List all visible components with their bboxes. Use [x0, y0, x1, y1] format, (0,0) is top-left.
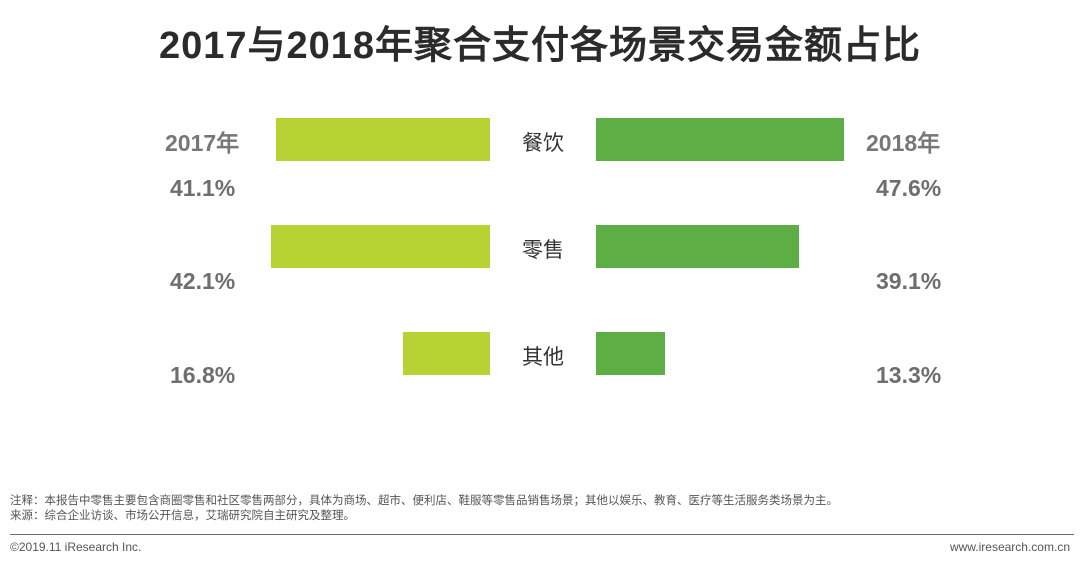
- series-label-2017: 2017年: [165, 130, 240, 156]
- bar-2017-0: [276, 118, 490, 161]
- category-label-2: 其他: [522, 346, 564, 369]
- category-label-0: 餐饮: [522, 132, 564, 155]
- value-label-2018-1: 39.1%: [876, 268, 942, 294]
- footnote: 注释：本报告中零售主要包含商圈零售和社区零售两部分，具体为商场、超市、便利店、鞋…: [10, 494, 838, 524]
- chart-title: 2017与2018年聚合支付各场景交易金额占比: [158, 25, 922, 67]
- bar-2017-1: [271, 225, 490, 268]
- category-label-1: 零售: [522, 239, 564, 262]
- footnote-source: 来源：综合企业访谈、市场公开信息，艾瑞研究院自主研究及整理。: [10, 510, 355, 522]
- value-label-2017-0: 41.1%: [170, 175, 236, 201]
- value-label-2017-2: 16.8%: [170, 362, 236, 388]
- website-link[interactable]: www.iresearch.com.cn: [949, 540, 1070, 554]
- series-label-2018: 2018年: [866, 130, 941, 156]
- bar-2018-0: [596, 118, 844, 161]
- footer-divider: [10, 534, 1074, 535]
- copyright: ©2019.11 iResearch Inc.: [10, 540, 142, 554]
- value-label-2018-0: 47.6%: [876, 175, 942, 201]
- bar-2018-2: [596, 332, 666, 375]
- value-label-2018-2: 13.3%: [876, 362, 942, 388]
- bar-2018-1: [596, 225, 800, 268]
- value-label-2017-1: 42.1%: [170, 268, 236, 294]
- footnote-note: 注释：本报告中零售主要包含商圈零售和社区零售两部分，具体为商场、超市、便利店、鞋…: [10, 495, 838, 507]
- bar-2017-2: [402, 332, 490, 375]
